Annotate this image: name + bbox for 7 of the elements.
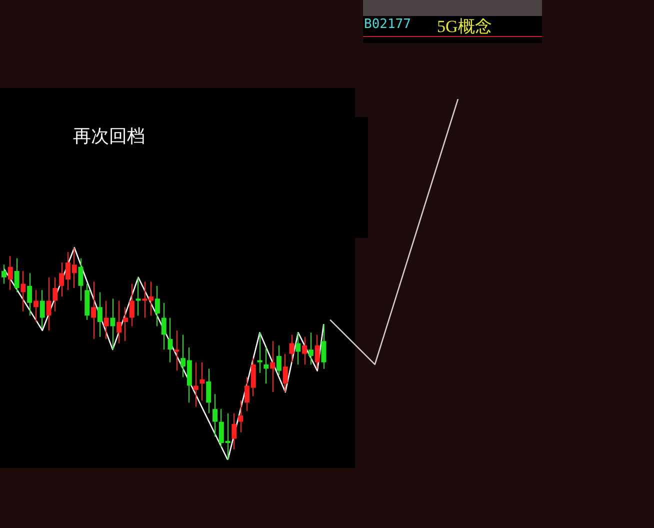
chart-title: B02177 [364,17,411,32]
candlestick [136,277,141,316]
text: 再次回档 [73,125,145,148]
candlestick [193,362,198,407]
candlestick [257,332,262,373]
candlestick [174,330,180,371]
chart-subtitle: 5G概念 [437,16,492,38]
